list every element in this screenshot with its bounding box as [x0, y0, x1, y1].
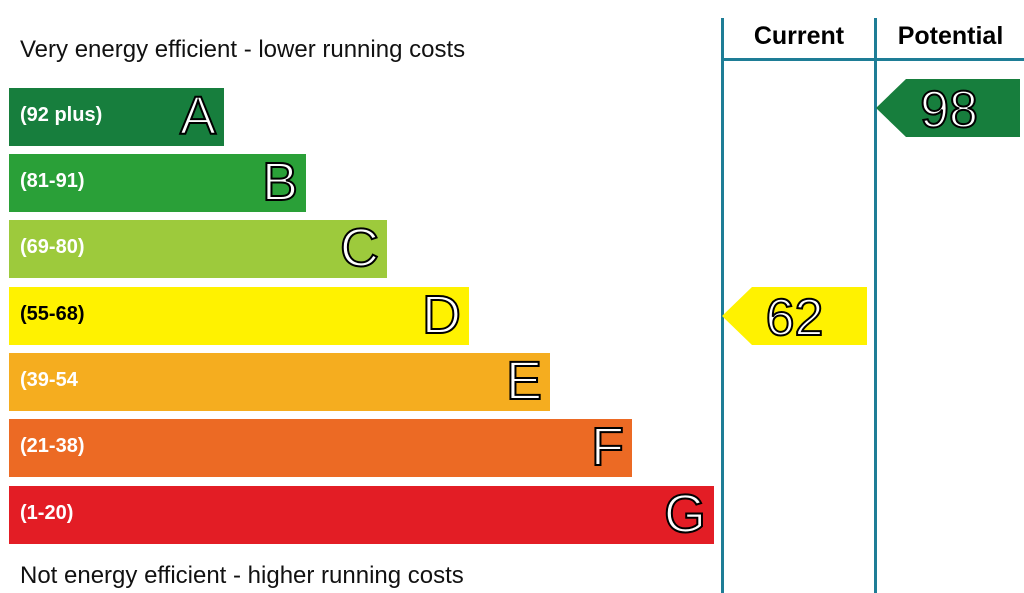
potential-rating-arrow: 98: [876, 79, 1020, 140]
band-f: (21-38) F: [9, 417, 632, 477]
potential-rating-value: 98: [919, 80, 979, 140]
band-range-label: (81-91): [20, 170, 85, 192]
band-range-label: (21-38): [20, 435, 85, 457]
current-column-left-border: [721, 18, 724, 593]
band-letter: C: [339, 218, 380, 278]
potential-arrow-shape: [876, 79, 1020, 137]
band-d: (55-68) D: [9, 285, 469, 345]
bottom-caption: Not energy efficient - higher running co…: [20, 562, 464, 589]
band-b: (81-91) B: [9, 152, 306, 212]
current-rating-value: 62: [765, 288, 825, 348]
band-range-label: (55-68): [20, 303, 85, 325]
band-letter: E: [505, 351, 543, 411]
potential-column-left-border: [874, 18, 877, 593]
band-letter: A: [179, 86, 217, 146]
band-range-label: (69-80): [20, 236, 85, 258]
band-letter: D: [421, 285, 462, 345]
band-a: (92 plus) A: [9, 86, 224, 146]
band-letter: F: [590, 417, 625, 477]
band-letter: G: [663, 484, 707, 544]
band-range-label: (1-20): [20, 502, 74, 524]
potential-column-header: Potential: [897, 22, 1004, 50]
band-c: (69-80) C: [9, 218, 387, 278]
header-divider: [722, 58, 1024, 61]
band-range-label: (39-54: [20, 369, 78, 391]
band-letter: B: [261, 152, 299, 212]
band-range-label: (92 plus): [20, 104, 103, 126]
band-g: (1-20) G: [9, 484, 714, 544]
current-column-header: Current: [753, 22, 845, 50]
current-arrow-shape: [722, 287, 867, 345]
top-caption: Very energy efficient - lower running co…: [20, 36, 466, 63]
current-rating-arrow: 62: [722, 287, 867, 348]
band-e: (39-54 E: [9, 351, 550, 411]
